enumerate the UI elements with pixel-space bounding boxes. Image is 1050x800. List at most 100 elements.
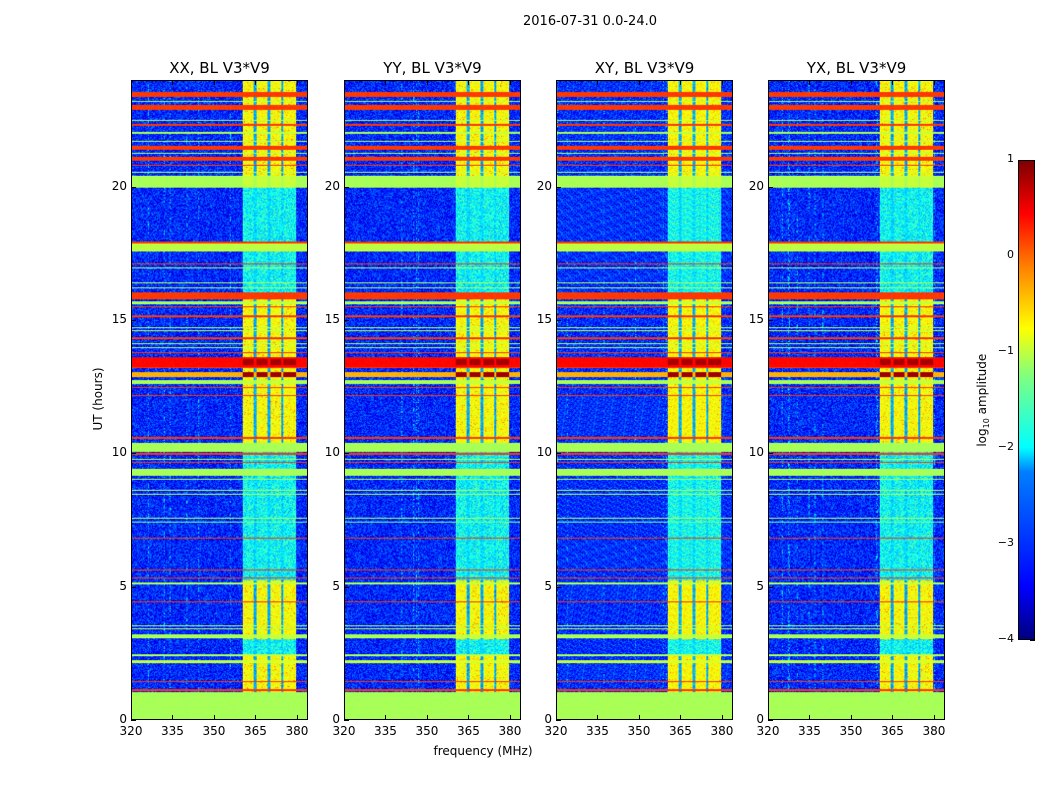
y-tick-mark [344,320,349,321]
x-tick-mark-top [255,80,257,85]
x-tick-mark-top [556,80,557,85]
x-tick-label: 380 [285,724,309,738]
x-tick-mark [809,715,811,720]
x-tick-mark-top [768,80,769,85]
heatmap-canvas [345,81,520,719]
x-tick-label: 320 [119,724,143,738]
x-tick-label: 335 [161,724,184,738]
x-tick-mark-top [131,80,132,85]
panel-title: XY, BL V3*V9 [594,59,695,77]
x-tick-label: 365 [457,724,480,738]
y-axis-label: UT (hours) [91,367,105,431]
heatmap-canvas [769,81,944,719]
colorbar-tick-label: −2 [997,440,1014,453]
y-tick-mark [131,453,136,455]
y-tick-mark [768,186,773,188]
x-tick-mark [131,715,132,720]
x-tick-mark [426,715,428,720]
x-tick-label: 380 [498,724,522,738]
y-tick-label: 10 [536,445,552,460]
x-tick-mark [296,715,298,720]
x-tick-label: 380 [922,724,946,738]
colorbar-label-rest: amplitude [974,353,989,419]
x-tick-label: 365 [244,724,267,738]
heatmap-panel [768,80,945,720]
x-tick-mark [768,715,769,720]
x-tick-mark [172,715,174,720]
y-tick-mark [768,586,773,588]
x-tick-mark-top [468,80,470,85]
colorbar-tick-label: −1 [997,344,1014,357]
y-tick-mark [344,186,349,188]
x-tick-label: 350 [202,724,226,738]
x-tick-mark-top [172,80,174,85]
x-tick-label: 350 [415,724,439,738]
heatmap-canvas [557,81,732,719]
y-tick-mark [131,320,136,321]
x-tick-mark [638,715,640,720]
colorbar-label: log10 amplitude [975,335,991,465]
x-tick-label: 335 [586,724,609,738]
x-tick-label: 335 [374,724,397,738]
x-tick-mark-top [638,80,640,85]
x-tick-mark [680,715,682,720]
x-tick-mark [509,715,511,720]
colorbar-label-log: log [974,428,989,447]
figure-title: 2016-07-31 0.0-24.0 [523,14,657,29]
y-tick-label: 15 [324,312,340,326]
x-tick-mark-top [933,80,935,85]
y-tick-label: 15 [748,312,764,326]
heatmap-panel [131,80,308,720]
y-tick-mark [344,453,349,455]
x-tick-mark [556,715,557,720]
y-tick-label: 15 [111,312,127,326]
x-tick-mark [933,715,935,720]
y-tick-label: 20 [748,178,764,193]
y-tick-mark [344,720,349,721]
y-tick-label: 10 [324,445,340,460]
heatmap-panel [344,80,521,720]
y-tick-mark [556,453,561,455]
y-tick-mark [131,720,136,721]
x-tick-mark [255,715,257,720]
y-tick-label: 5 [119,578,127,593]
y-tick-mark [556,186,561,188]
x-tick-mark [597,715,599,720]
panel-title: YY, BL V3*V9 [383,59,482,77]
colorbar-tick-label: −3 [997,536,1014,549]
y-tick-mark [556,720,561,721]
x-tick-label: 335 [798,724,821,738]
y-tick-label: 5 [756,578,764,593]
x-tick-label: 350 [627,724,651,738]
x-tick-mark-top [809,80,811,85]
x-tick-mark-top [597,80,599,85]
y-tick-mark [768,320,773,321]
y-tick-label: 10 [748,445,764,460]
y-tick-label: 0 [332,712,340,726]
colorbar [1018,160,1035,640]
y-tick-label: 5 [332,578,340,593]
x-tick-mark-top [509,80,511,85]
colorbar-tick-label: 1 [1007,152,1014,165]
heatmap-canvas [132,81,307,719]
x-tick-mark-top [426,80,428,85]
colorbar-tick-mark [1030,640,1035,641]
y-tick-label: 15 [536,312,552,326]
x-tick-label: 365 [669,724,692,738]
x-tick-mark-top [892,80,894,85]
y-tick-mark [556,320,561,321]
x-tick-mark [892,715,894,720]
y-tick-mark [768,453,773,455]
x-tick-label: 365 [881,724,904,738]
x-tick-mark [468,715,470,720]
x-tick-mark-top [296,80,298,85]
y-tick-label: 0 [756,712,764,726]
x-axis-label: frequency (MHz) [433,744,533,758]
x-tick-mark-top [385,80,387,85]
colorbar-tick-label: −4 [997,632,1014,645]
heatmap-panel [556,80,733,720]
panel-title: XX, BL V3*V9 [169,59,270,77]
y-tick-label: 0 [544,712,552,726]
x-tick-label: 350 [839,724,863,738]
x-tick-mark-top [213,80,215,85]
